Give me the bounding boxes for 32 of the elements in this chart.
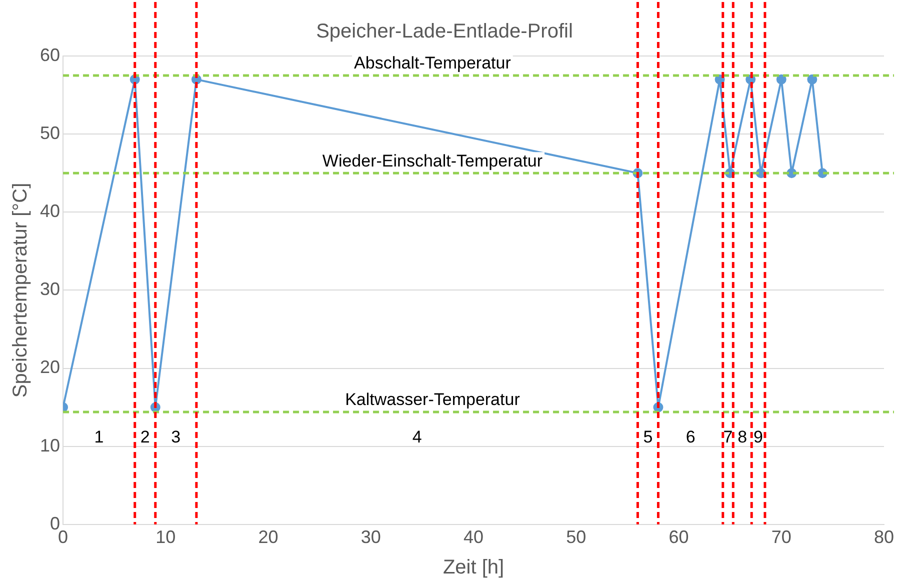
x-tick-label: 70 <box>771 527 792 548</box>
x-tick-label: 20 <box>258 527 278 548</box>
x-axis-title: Zeit [h] <box>442 556 504 579</box>
y-tick-label: 20 <box>40 357 60 378</box>
annotation: 3 <box>171 427 181 446</box>
chart-title: Speicher-Lade-Entlade-Profil <box>316 20 573 43</box>
annotation: 1 <box>94 427 104 446</box>
y-tick-label: 60 <box>40 44 60 65</box>
y-tick-label: 40 <box>40 201 60 222</box>
x-tick-label: 10 <box>156 527 176 548</box>
x-tick-label: 60 <box>668 527 689 548</box>
annotation: 2 <box>140 427 150 446</box>
x-tick-label: 50 <box>566 527 586 548</box>
annotation: 5 <box>643 427 653 446</box>
ref-line-label: Kaltwasser-Temperatur <box>345 390 520 410</box>
y-axis-title: Speichertemperatur [°C] <box>10 182 32 398</box>
annotation: 8 <box>738 427 748 446</box>
ref-line-label: Abschalt-Temperatur <box>354 54 512 73</box>
point <box>776 74 786 84</box>
point <box>807 74 818 84</box>
y-tick-label: 10 <box>40 435 60 456</box>
annotation: 7 <box>723 427 733 446</box>
x-tick-label: 30 <box>360 527 381 548</box>
x-tick-label: 80 <box>874 527 894 548</box>
annotation: 6 <box>686 427 696 446</box>
y-tick-label: 0 <box>50 513 60 534</box>
annotation: 9 <box>754 427 764 446</box>
y-tick-label: 30 <box>40 279 60 300</box>
annotation: 4 <box>412 427 422 446</box>
ref-line-label: Wieder-Einschalt-Temperatur <box>322 151 543 170</box>
y-tick-label: 50 <box>40 123 60 144</box>
x-tick-label: 40 <box>463 527 484 548</box>
